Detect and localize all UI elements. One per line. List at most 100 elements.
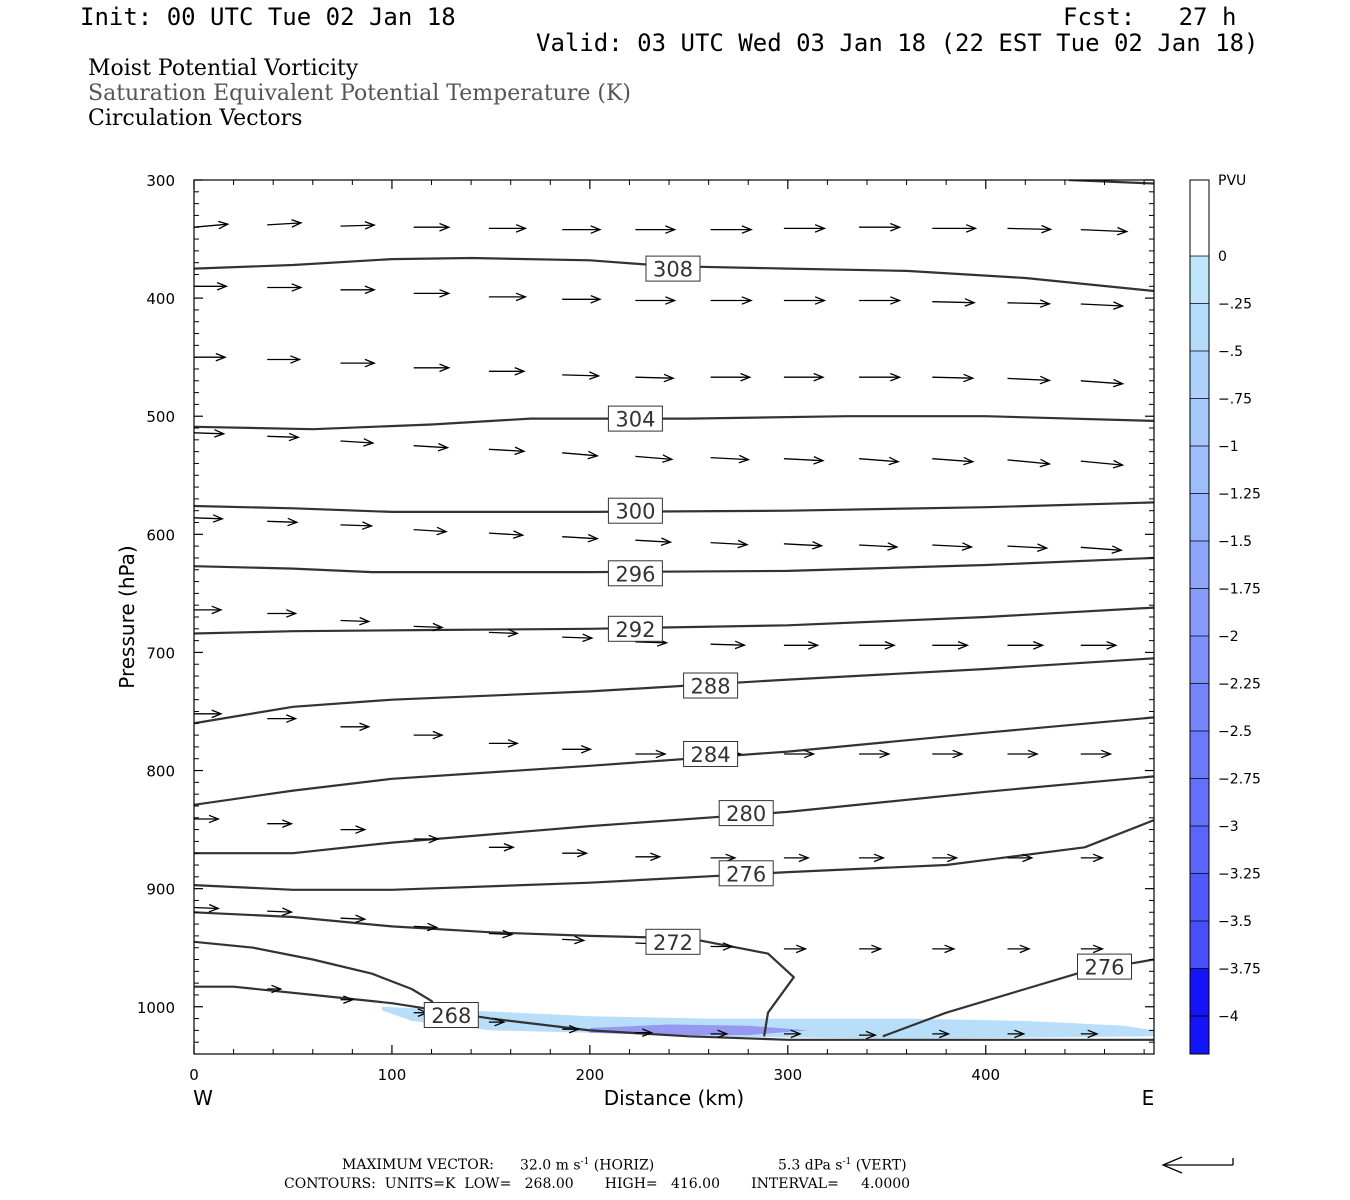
contour-label: 272 — [653, 931, 693, 955]
contour-label-box — [718, 860, 774, 887]
vector-head — [271, 984, 283, 994]
circulation-vector — [340, 285, 376, 295]
vector-head — [961, 542, 974, 551]
vector-head — [211, 709, 223, 719]
circulation-vector — [635, 852, 662, 862]
vector-head — [281, 907, 294, 917]
vector-head — [1041, 224, 1053, 234]
circulation-vector — [859, 542, 899, 551]
circulation-vector — [932, 853, 959, 863]
vector-head — [286, 714, 298, 723]
field-moist-pv: Moist Potential Vorticity — [88, 56, 359, 81]
vector-head — [890, 296, 902, 305]
x-tick-label: 0 — [189, 1066, 199, 1084]
vector-head — [888, 456, 900, 466]
vector-shaft — [340, 619, 369, 623]
circulation-vector — [859, 853, 886, 863]
vector-head — [737, 539, 749, 549]
vector-shaft — [859, 458, 899, 463]
circulation-vector — [1080, 853, 1105, 863]
circulation-vector — [267, 714, 298, 723]
circulation-vector — [488, 929, 514, 939]
vector-head — [804, 749, 816, 759]
plot-frame — [193, 179, 1155, 1055]
circulation-vector — [488, 530, 525, 539]
circulation-vector — [562, 294, 602, 304]
circulation-vector — [635, 454, 674, 463]
circulation-vector — [859, 944, 883, 954]
field-theta-es: Saturation Equivalent Potential Temperat… — [88, 81, 631, 106]
circulation-vector — [267, 984, 283, 994]
vector-head — [808, 640, 820, 650]
circulation-vector — [932, 224, 978, 233]
theta-contour-line — [194, 716, 1154, 806]
circulation-vector — [1007, 749, 1039, 759]
field-circulation: Circulation Vectors — [88, 106, 303, 131]
circulation-vector — [1007, 944, 1031, 954]
colorbar-label: −.75 — [1218, 392, 1252, 408]
vector-head — [662, 454, 674, 463]
vector-shaft — [562, 938, 584, 942]
vector-head — [952, 749, 964, 759]
circulation-vector — [1007, 543, 1049, 553]
colorbar-label: −2 — [1218, 629, 1239, 645]
circulation-vector — [635, 225, 677, 234]
theta-contour-line — [194, 819, 1154, 891]
vector-head — [1014, 1029, 1026, 1039]
vector-head — [216, 281, 229, 291]
circulation-vector — [1007, 299, 1052, 308]
vector-head — [208, 903, 221, 913]
vector-head — [503, 842, 515, 852]
circulation-vector — [340, 914, 367, 924]
contour-label: 268 — [431, 1004, 471, 1028]
vector-head — [437, 442, 450, 452]
vector-head — [432, 622, 444, 632]
vector-shaft — [267, 520, 297, 523]
contour-label-box — [645, 928, 701, 955]
circulation-vector — [413, 622, 444, 632]
vector-shaft — [267, 222, 302, 226]
circulation-vector — [783, 1029, 802, 1039]
colorbar-swatch — [1190, 921, 1209, 969]
circulation-vector — [488, 1017, 506, 1027]
colorbar-label: −3.5 — [1218, 914, 1252, 930]
vector-shaft — [1007, 302, 1050, 305]
axes: 300 400 500 600 700 800 900 1000 0 100 200 300 400 — [137, 172, 1154, 1084]
circulation-vector — [340, 825, 367, 834]
vector-head — [1087, 1029, 1099, 1039]
circulation-vector — [267, 609, 298, 618]
colorbar-swatch — [1190, 493, 1209, 541]
y-tick-label: 700 — [146, 644, 175, 662]
vector-head — [663, 373, 675, 383]
vector-head — [211, 605, 223, 615]
circulation-vector — [710, 296, 753, 305]
theta-contour-line — [194, 256, 1154, 293]
circulation-vector — [340, 438, 375, 447]
circulation-vector — [1080, 301, 1125, 310]
colorbar-swatch — [1190, 218, 1209, 256]
circulation-vector — [635, 296, 677, 305]
y-tick-label: 500 — [146, 408, 175, 426]
circulation-vector — [562, 225, 602, 234]
vector-head — [1027, 749, 1039, 759]
colorbar-swatch — [1190, 873, 1209, 921]
circulation-vector — [488, 366, 526, 376]
east-label: E — [1142, 1086, 1155, 1110]
vector-head — [790, 1029, 802, 1039]
vector-head — [208, 814, 221, 824]
y-tick-label: 400 — [146, 290, 175, 308]
vector-head — [588, 371, 601, 380]
circulation-vector — [783, 749, 816, 759]
vector-head — [811, 541, 824, 550]
circulation-vector — [267, 283, 303, 292]
circulation-vector — [562, 848, 589, 858]
theta-contour-line — [194, 657, 1154, 725]
circulation-vector — [267, 517, 299, 527]
contour-label: 276 — [726, 862, 766, 886]
vector-head — [1106, 640, 1118, 650]
circulation-vector — [932, 749, 964, 759]
colorbar-swatch — [1190, 351, 1209, 399]
circulation-vector — [413, 363, 451, 373]
init-time: Init: 00 UTC Tue 02 Jan 18 — [80, 3, 456, 31]
circulation-vector — [859, 222, 902, 232]
